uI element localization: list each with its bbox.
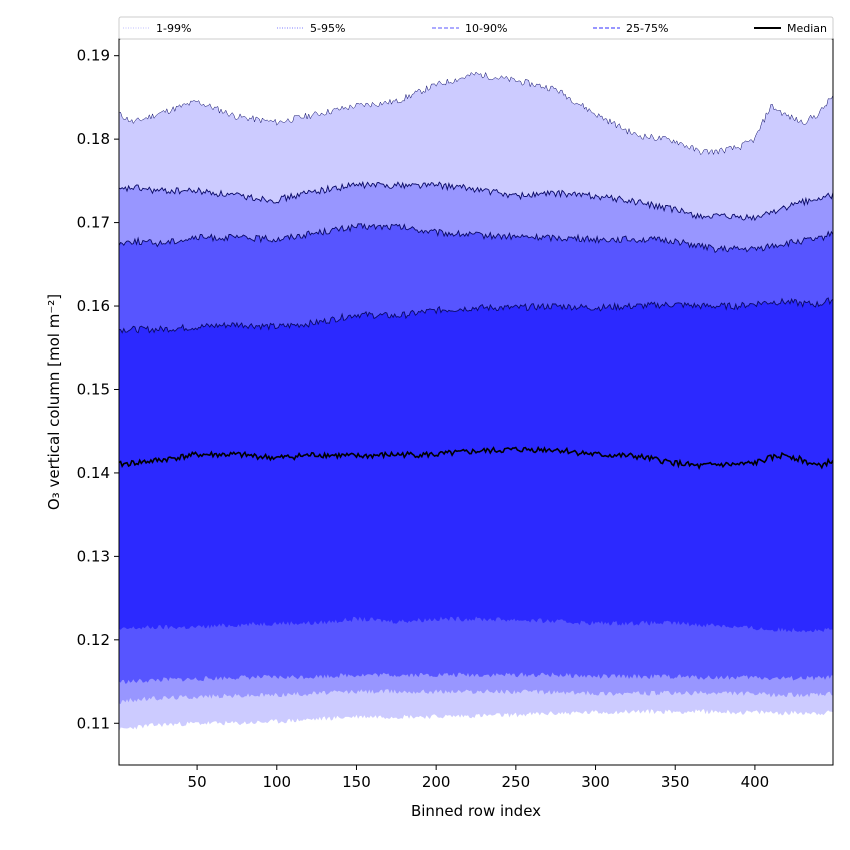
band-upper-edge-10-90% (119, 223, 833, 254)
x-tick-label: 250 (502, 773, 531, 791)
y-tick-label: 0.14 (77, 464, 110, 482)
x-tick-label: 150 (342, 773, 371, 791)
x-axis: 50 100 150 200 250 300 350 400 (188, 765, 770, 791)
legend-box (118, 16, 834, 40)
percentile-bands (119, 72, 833, 732)
x-tick-label: 350 (661, 773, 690, 791)
y-tick-label: 0.11 (77, 714, 110, 732)
x-tick-label: 400 (741, 773, 770, 791)
y-axis-title: O₃ vertical column [mol m⁻²] (45, 294, 63, 510)
legend-label: 10-90% (465, 22, 507, 35)
band-upper-edge-1-99% (119, 71, 833, 156)
x-tick-label: 50 (188, 773, 207, 791)
legend-label: Median (787, 22, 827, 35)
y-tick-label: 0.13 (77, 547, 110, 565)
y-tick-label: 0.19 (77, 47, 110, 65)
legend-label: 5-95% (310, 22, 345, 35)
y-tick-label: 0.15 (77, 380, 110, 398)
y-tick-label: 0.16 (77, 297, 110, 315)
y-tick-label: 0.17 (77, 214, 110, 232)
band-25-75% (119, 297, 833, 633)
band-upper-edge-25-75% (119, 297, 833, 334)
median-series (119, 445, 833, 470)
series-line-median (119, 445, 833, 470)
band-upper-edge-5-95% (119, 180, 833, 222)
x-axis-title: Binned row index (411, 802, 541, 820)
percentile-outlines (119, 71, 833, 334)
x-tick-label: 100 (262, 773, 291, 791)
y-axis: 0.11 0.12 0.13 0.14 0.15 0.16 0.17 0.18 0.19 (77, 47, 119, 732)
x-tick-label: 200 (422, 773, 451, 791)
y-tick-label: 0.18 (77, 130, 110, 148)
legend-label: 25-75% (626, 22, 668, 35)
legend: 1-99% 5-95% 10-90% 25-75% Median (118, 16, 834, 40)
x-tick-label: 300 (581, 773, 610, 791)
legend-label: 1-99% (156, 22, 191, 35)
y-tick-label: 0.12 (77, 631, 110, 649)
